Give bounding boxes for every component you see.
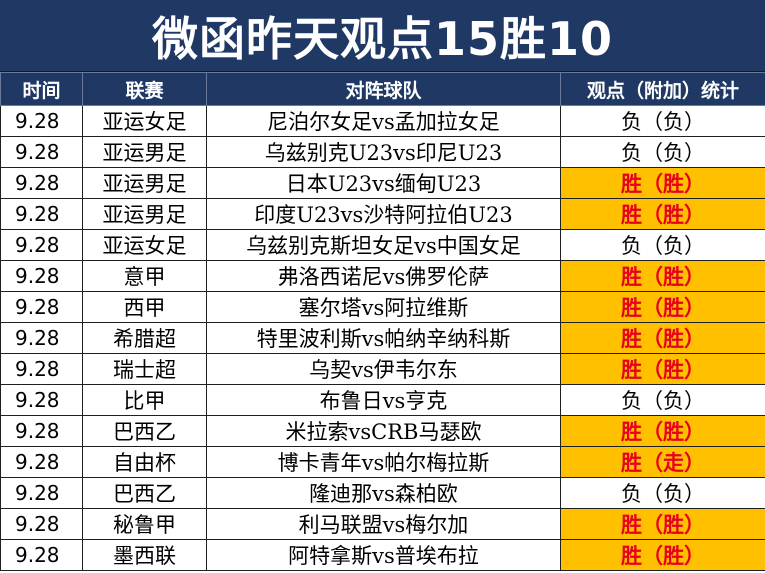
table-row: 9.28 比甲 布鲁日vs亨克 负（负） (0, 384, 765, 416)
time-cell: 9.28 (0, 136, 83, 168)
time-cell: 9.28 (0, 539, 83, 571)
match-cell: 日本U23vs缅甸U23 (206, 167, 561, 199)
result-cell: 胜（胜） (560, 198, 765, 230)
table-row: 9.28 巴西乙 隆迪那vs森柏欧 负（负） (0, 477, 765, 509)
result-cell: 负（负） (560, 384, 765, 416)
result-cell: 胜（胜） (560, 167, 765, 199)
league-cell: 秘鲁甲 (82, 508, 207, 540)
match-cell: 阿特拿斯vs普埃布拉 (206, 539, 561, 571)
results-table: 时间 联赛 对阵球队 观点（附加）统计 9.28 亚运女足 尼泊尔女足vs孟加拉女足… (0, 72, 765, 571)
time-cell: 9.28 (0, 384, 83, 416)
result-cell: 负（负） (560, 136, 765, 168)
match-cell: 尼泊尔女足vs孟加拉女足 (206, 105, 561, 137)
header-match: 对阵球队 (206, 72, 561, 106)
result-cell: 负（负） (560, 229, 765, 261)
result-cell: 胜（胜） (560, 260, 765, 292)
table-row: 9.28 亚运女足 乌兹别克斯坦女足vs中国女足 负（负） (0, 229, 765, 261)
match-cell: 特里波利斯vs帕纳辛纳科斯 (206, 322, 561, 354)
table-row: 9.28 意甲 弗洛西诺尼vs佛罗伦萨 胜（胜） (0, 260, 765, 292)
table-row: 9.28 亚运男足 印度U23vs沙特阿拉伯U23 胜（胜） (0, 198, 765, 230)
result-cell: 胜（胜） (560, 291, 765, 323)
result-cell: 胜（胜） (560, 415, 765, 447)
match-cell: 印度U23vs沙特阿拉伯U23 (206, 198, 561, 230)
league-cell: 比甲 (82, 384, 207, 416)
table-row: 9.28 亚运女足 尼泊尔女足vs孟加拉女足 负（负） (0, 105, 765, 137)
league-cell: 墨西联 (82, 539, 207, 571)
table-row: 9.28 巴西乙 米拉索vsCRB马瑟欧 胜（胜） (0, 415, 765, 447)
table-row: 9.28 墨西联 阿特拿斯vs普埃布拉 胜（胜） (0, 539, 765, 571)
league-cell: 亚运男足 (82, 167, 207, 199)
result-cell: 胜（胜） (560, 353, 765, 385)
time-cell: 9.28 (0, 167, 83, 199)
league-cell: 巴西乙 (82, 477, 207, 509)
result-cell: 胜（胜） (560, 508, 765, 540)
league-cell: 希腊超 (82, 322, 207, 354)
result-cell: 负（负） (560, 105, 765, 137)
league-cell: 亚运女足 (82, 229, 207, 261)
time-cell: 9.28 (0, 446, 83, 478)
league-cell: 巴西乙 (82, 415, 207, 447)
match-cell: 博卡青年vs帕尔梅拉斯 (206, 446, 561, 478)
time-cell: 9.28 (0, 291, 83, 323)
result-cell: 胜（胜） (560, 322, 765, 354)
table-row: 9.28 瑞士超 乌契vs伊韦尔东 胜（胜） (0, 353, 765, 385)
result-cell: 胜（胜） (560, 539, 765, 571)
time-cell: 9.28 (0, 508, 83, 540)
match-cell: 利马联盟vs梅尔加 (206, 508, 561, 540)
result-cell: 负（负） (560, 477, 765, 509)
time-cell: 9.28 (0, 477, 83, 509)
table-row: 9.28 亚运男足 乌兹别克U23vs印尼U23 负（负） (0, 136, 765, 168)
time-cell: 9.28 (0, 198, 83, 230)
match-cell: 乌兹别克U23vs印尼U23 (206, 136, 561, 168)
table-row: 9.28 希腊超 特里波利斯vs帕纳辛纳科斯 胜（胜） (0, 322, 765, 354)
league-cell: 西甲 (82, 291, 207, 323)
match-cell: 隆迪那vs森柏欧 (206, 477, 561, 509)
time-cell: 9.28 (0, 229, 83, 261)
table-row: 9.28 西甲 塞尔塔vs阿拉维斯 胜（胜） (0, 291, 765, 323)
header-row: 时间 联赛 对阵球队 观点（附加）统计 (0, 72, 765, 106)
time-cell: 9.28 (0, 353, 83, 385)
time-cell: 9.28 (0, 415, 83, 447)
league-cell: 瑞士超 (82, 353, 207, 385)
match-cell: 弗洛西诺尼vs佛罗伦萨 (206, 260, 561, 292)
match-cell: 乌契vs伊韦尔东 (206, 353, 561, 385)
match-cell: 塞尔塔vs阿拉维斯 (206, 291, 561, 323)
sheet-title: 微函昨天观点15胜10 (0, 0, 765, 72)
time-cell: 9.28 (0, 260, 83, 292)
header-time: 时间 (0, 72, 83, 106)
result-cell: 胜（走） (560, 446, 765, 478)
league-cell: 意甲 (82, 260, 207, 292)
time-cell: 9.28 (0, 105, 83, 137)
league-cell: 自由杯 (82, 446, 207, 478)
league-cell: 亚运男足 (82, 198, 207, 230)
time-cell: 9.28 (0, 322, 83, 354)
match-cell: 布鲁日vs亨克 (206, 384, 561, 416)
table-row: 9.28 秘鲁甲 利马联盟vs梅尔加 胜（胜） (0, 508, 765, 540)
match-cell: 米拉索vsCRB马瑟欧 (206, 415, 561, 447)
league-cell: 亚运女足 (82, 105, 207, 137)
league-cell: 亚运男足 (82, 136, 207, 168)
header-league: 联赛 (82, 72, 207, 106)
table-row: 9.28 亚运男足 日本U23vs缅甸U23 胜（胜） (0, 167, 765, 199)
table-row: 9.28 自由杯 博卡青年vs帕尔梅拉斯 胜（走） (0, 446, 765, 478)
header-result: 观点（附加）统计 (560, 72, 765, 106)
match-cell: 乌兹别克斯坦女足vs中国女足 (206, 229, 561, 261)
table-body: 9.28 亚运女足 尼泊尔女足vs孟加拉女足 负（负） 9.28 亚运男足 乌兹别克U23v… (0, 105, 765, 571)
